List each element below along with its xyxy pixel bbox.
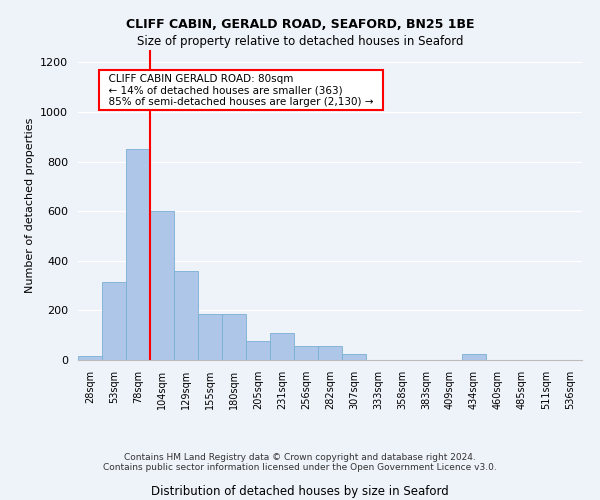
Text: Contains HM Land Registry data © Crown copyright and database right 2024.
Contai: Contains HM Land Registry data © Crown c…: [103, 453, 497, 472]
Bar: [126, 149, 150, 360]
Bar: [246, 342, 270, 360]
Bar: [222, 314, 246, 360]
Bar: [78, 356, 102, 360]
Bar: [270, 332, 294, 360]
Y-axis label: Number of detached properties: Number of detached properties: [25, 118, 35, 292]
Bar: [342, 354, 366, 360]
Text: CLIFF CABIN GERALD ROAD: 80sqm  
  ← 14% of detached houses are smaller (363)  
: CLIFF CABIN GERALD ROAD: 80sqm ← 14% of …: [102, 74, 380, 107]
Bar: [294, 346, 318, 360]
Text: Distribution of detached houses by size in Seaford: Distribution of detached houses by size …: [151, 484, 449, 498]
Bar: [174, 270, 198, 360]
Text: CLIFF CABIN, GERALD ROAD, SEAFORD, BN25 1BE: CLIFF CABIN, GERALD ROAD, SEAFORD, BN25 …: [126, 18, 474, 30]
Bar: [462, 354, 486, 360]
Bar: [102, 282, 126, 360]
Bar: [198, 314, 222, 360]
Bar: [318, 346, 342, 360]
Text: Size of property relative to detached houses in Seaford: Size of property relative to detached ho…: [137, 35, 463, 48]
Bar: [150, 211, 174, 360]
